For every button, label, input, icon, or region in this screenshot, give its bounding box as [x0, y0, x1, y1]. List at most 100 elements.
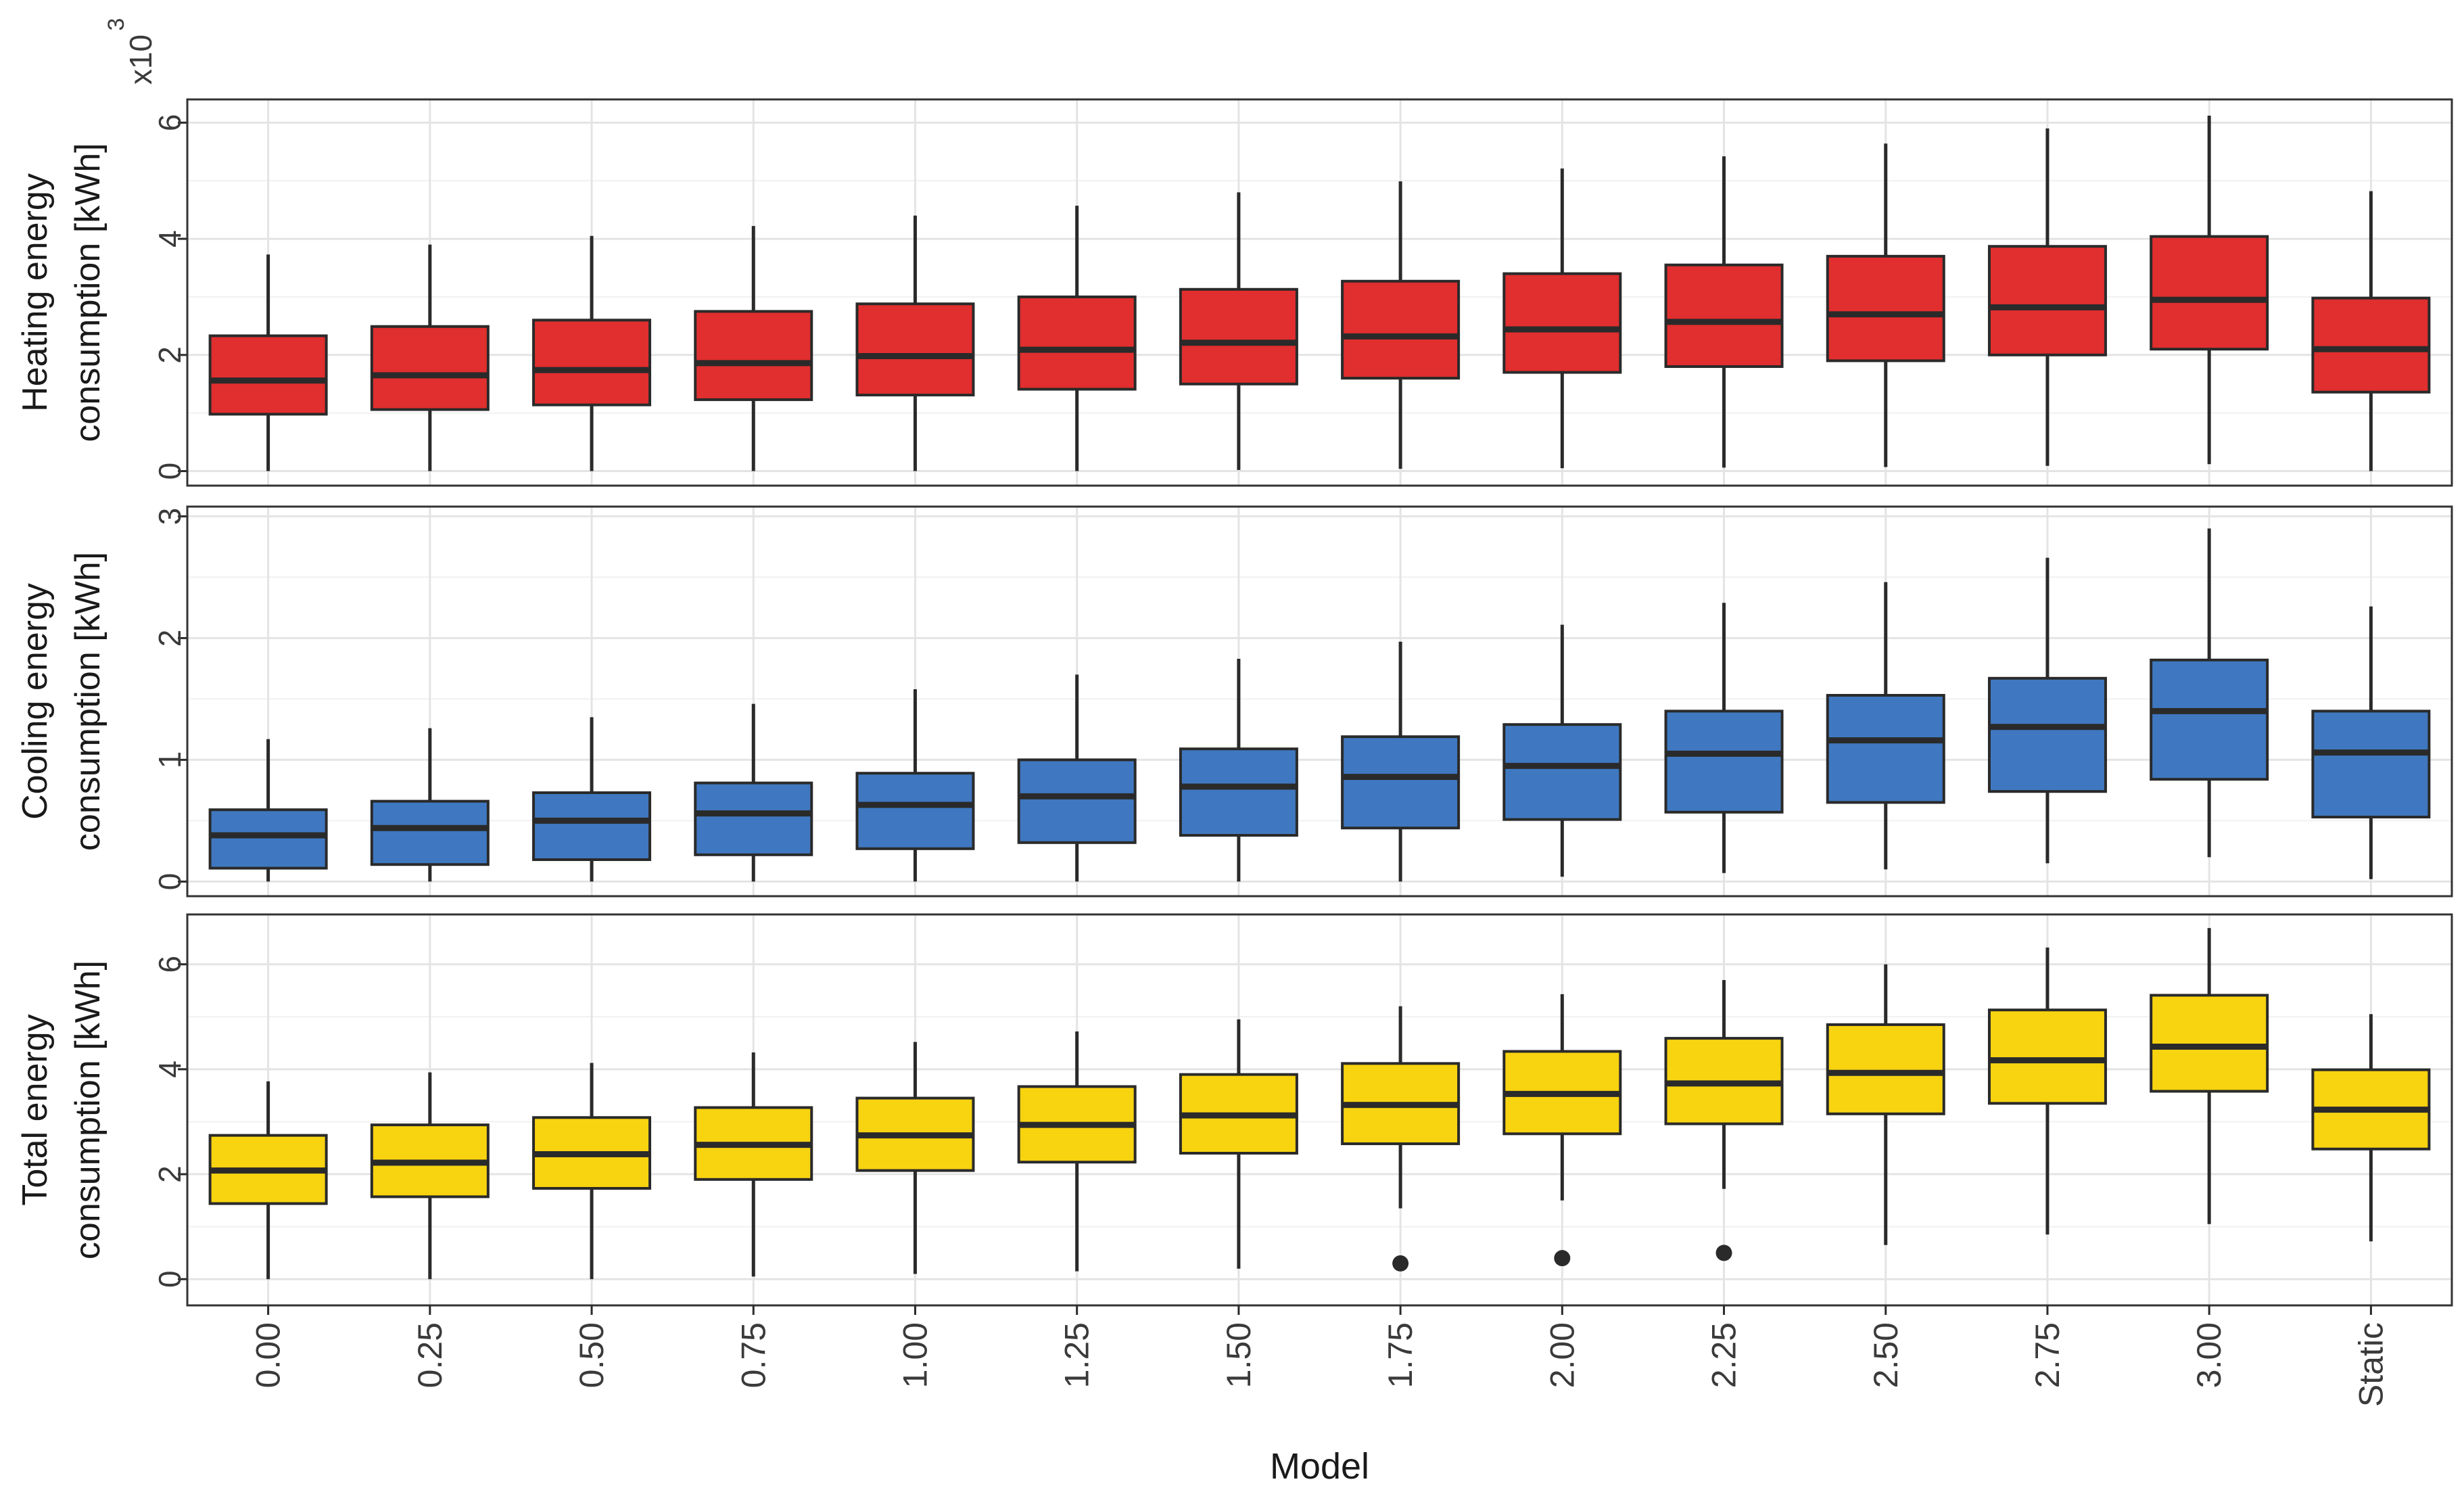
box-cooling-2.75 — [1987, 557, 2107, 864]
iqr-box — [1987, 245, 2107, 356]
outlier-point — [1554, 1250, 1571, 1267]
iqr-box — [1502, 723, 1622, 821]
iqr-box — [1179, 287, 1298, 386]
iqr-box — [208, 334, 328, 416]
iqr-box — [2150, 235, 2269, 351]
box-total-2.75 — [1987, 947, 2107, 1235]
box-total-2.25 — [1664, 979, 1784, 1261]
panel-border — [186, 505, 2453, 898]
x-tick-label: 1.50 — [1220, 1322, 1258, 1388]
y-tick-label: 1 — [152, 751, 187, 769]
box-heating-1.75 — [1341, 181, 1461, 469]
iqr-box — [2311, 296, 2431, 394]
x-tick-label: 2.25 — [1705, 1322, 1743, 1388]
y-tick-label: 3 — [152, 508, 187, 526]
iqr-box — [1664, 710, 1784, 814]
box-cooling-0.00 — [208, 739, 328, 882]
x-tick-label: 0.75 — [734, 1322, 772, 1388]
iqr-box — [1017, 758, 1137, 844]
y-axis-title-line: consumption [kWh] — [68, 552, 108, 851]
box-heating-2.25 — [1664, 156, 1784, 468]
iqr-box — [208, 808, 328, 870]
box-heating-0.75 — [694, 226, 813, 471]
y-tick-label: 2 — [152, 1165, 187, 1183]
panel-background — [187, 507, 2452, 896]
y-tick-label: 0 — [152, 1270, 187, 1288]
box-heating-2.00 — [1502, 168, 1622, 469]
iqr-box — [1826, 254, 1945, 363]
box-total-1.00 — [855, 1042, 975, 1274]
box-cooling-2.25 — [1664, 603, 1784, 873]
box-heating-2.75 — [1987, 128, 2107, 466]
panel-total: 0 2 4 6 Total energy consumption [kWh] — [16, 913, 2453, 1307]
iqr-box — [532, 319, 652, 406]
outlier-point — [1715, 1245, 1732, 1261]
iqr-box — [1017, 295, 1137, 391]
x-tick-label: Static — [2352, 1322, 2390, 1407]
box-cooling-3.00 — [2150, 528, 2269, 858]
y-axis-title-line: Cooling energy — [16, 583, 55, 820]
iqr-box — [694, 310, 813, 401]
x-tick-label: 2.00 — [1543, 1322, 1581, 1388]
outlier-point — [1392, 1255, 1409, 1272]
x-tick-label: 1.00 — [896, 1322, 934, 1388]
box-cooling-0.50 — [532, 717, 652, 882]
box-total-1.25 — [1017, 1031, 1137, 1272]
box-total-0.75 — [694, 1052, 813, 1277]
y-tick-label: 0 — [152, 873, 187, 891]
x-tick-label: 1.25 — [1058, 1322, 1096, 1388]
box-heating-1.25 — [1017, 206, 1137, 471]
y-multiplier-exponent: 3 — [103, 18, 129, 31]
box-total-1.75 — [1341, 1006, 1461, 1272]
iqr-box — [2311, 710, 2431, 819]
box-total-2.00 — [1502, 994, 1622, 1267]
y-multiplier-label: x10 — [123, 34, 158, 85]
iqr-box — [2150, 994, 2269, 1093]
box-heating-2.50 — [1826, 143, 1945, 467]
y-axis-title-line: Total energy — [16, 1014, 55, 1205]
y-tick-label: 2 — [152, 346, 187, 364]
y-axis-title-line: consumption [kWh] — [68, 143, 108, 442]
iqr-box — [1987, 1008, 2107, 1105]
iqr-box — [855, 772, 975, 850]
box-cooling-0.75 — [694, 703, 813, 882]
box-total-3.00 — [2150, 928, 2269, 1224]
iqr-box — [1826, 1023, 1945, 1115]
iqr-box — [1341, 735, 1461, 830]
x-tick-label: 0.25 — [411, 1322, 449, 1388]
box-total-2.50 — [1826, 964, 1945, 1245]
box-cooling-1.25 — [1017, 674, 1137, 882]
x-tick-label: 0.50 — [573, 1322, 611, 1388]
panel-heating: 0 2 4 6 Heating energy consumption [kWh] x10 3 — [16, 18, 2453, 487]
panel-border — [186, 98, 2453, 487]
x-tick-label: 2.75 — [2029, 1322, 2066, 1388]
box-cooling-2.00 — [1502, 624, 1622, 877]
iqr-box — [855, 302, 975, 397]
y-tick-label: 0 — [152, 463, 187, 480]
box-total-0.00 — [208, 1081, 328, 1280]
box-cooling-Static — [2311, 606, 2431, 879]
box-cooling-1.00 — [855, 689, 975, 882]
x-tick-label: 0.00 — [250, 1322, 287, 1388]
box-total-Static — [2311, 1014, 2431, 1242]
box-total-1.50 — [1179, 1019, 1298, 1269]
box-total-0.25 — [370, 1072, 490, 1280]
box-heating-3.00 — [2150, 116, 2269, 465]
box-heating-1.50 — [1179, 192, 1298, 470]
x-tick-label: 1.75 — [1381, 1322, 1419, 1388]
box-heating-0.25 — [370, 244, 490, 471]
box-heating-0.50 — [532, 235, 652, 471]
iqr-box — [2150, 658, 2269, 781]
y-tick-label: 4 — [152, 1061, 187, 1078]
x-tick-label: 3.00 — [2190, 1322, 2228, 1388]
panel-background — [187, 914, 2452, 1305]
box-total-0.50 — [532, 1063, 652, 1280]
iqr-box — [370, 325, 490, 411]
y-tick-label: 6 — [152, 114, 187, 132]
x-axis-title: Model — [1270, 1446, 1369, 1487]
box-cooling-1.50 — [1179, 659, 1298, 882]
x-axis: 0.00 0.25 0.50 0.75 1.00 1.25 1.50 1.75 2.00 2.25… — [250, 1305, 2390, 1487]
iqr-box — [1664, 263, 1784, 368]
iqr-box — [1826, 694, 1945, 804]
panel-border — [186, 913, 2453, 1307]
